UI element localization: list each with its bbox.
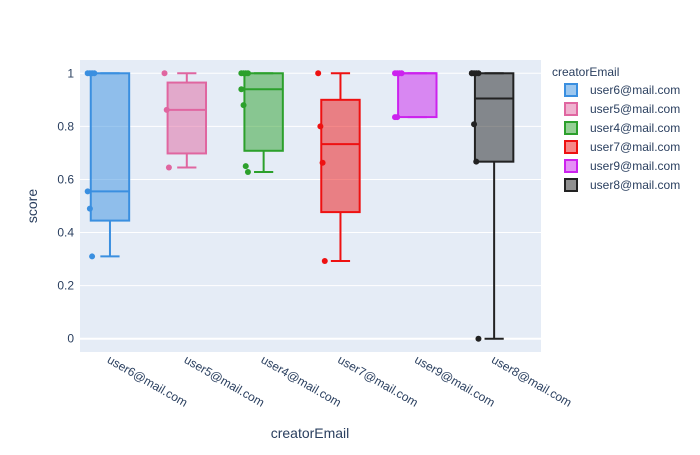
- y-tick-labels: 0 0.2 0.4 0.6 0.8 1: [57, 66, 74, 345]
- data-point: [165, 164, 172, 171]
- box: [243, 72, 284, 152]
- box: [397, 72, 438, 119]
- box: [166, 81, 208, 155]
- data-point: [84, 188, 91, 195]
- legend: user6@mail.com user5@mail.com user4@mail.c…: [564, 83, 680, 192]
- data-point: [319, 159, 326, 166]
- data-point: [475, 70, 482, 77]
- y-tick-label: 0.6: [57, 172, 74, 186]
- legend-label: user8@mail.com: [590, 178, 680, 192]
- x-tick-label: user9@mail.com: [412, 352, 497, 409]
- y-tick-label: 0.8: [57, 119, 74, 133]
- legend-label: user6@mail.com: [590, 83, 680, 97]
- data-point: [86, 205, 93, 212]
- data-point: [244, 169, 251, 176]
- y-axis-title: score: [24, 189, 40, 223]
- data-point: [89, 253, 96, 260]
- box-group: [468, 70, 515, 342]
- legend-title: creatorEmail: [552, 65, 619, 79]
- legend-swatch: [564, 178, 578, 192]
- legend-swatch: [564, 121, 578, 135]
- x-tick-label: user4@mail.com: [259, 352, 344, 409]
- legend-item: user7@mail.com: [564, 140, 680, 154]
- x-tick-label: user7@mail.com: [335, 352, 420, 409]
- data-point: [161, 70, 168, 77]
- legend-item: user5@mail.com: [564, 102, 680, 116]
- data-point: [242, 163, 249, 170]
- y-tick-label: 0.2: [57, 279, 74, 293]
- box: [320, 98, 361, 214]
- legend-swatch: [564, 83, 578, 97]
- data-point: [394, 114, 401, 121]
- data-point: [468, 70, 475, 77]
- data-point: [238, 86, 245, 93]
- data-point: [163, 106, 170, 113]
- plot-background: [80, 60, 541, 352]
- data-point: [317, 123, 324, 130]
- box-group: [315, 70, 361, 264]
- data-point: [315, 70, 322, 77]
- x-axis-title: creatorEmail: [271, 425, 350, 441]
- grid-lines: [80, 72, 541, 340]
- x-tick-labels: user6@mail.comuser5@mail.comuser4@mail.c…: [105, 352, 574, 409]
- legend-item: user4@mail.com: [564, 121, 680, 135]
- box: [89, 72, 131, 222]
- x-tick-label: user8@mail.com: [489, 352, 574, 409]
- data-point: [240, 102, 247, 109]
- legend-swatch: [564, 140, 578, 154]
- legend-swatch: [564, 102, 578, 116]
- box-group: [161, 70, 208, 171]
- data-point: [475, 335, 482, 342]
- box-group: [238, 70, 284, 176]
- legend-swatch: [564, 159, 578, 173]
- data-point: [321, 257, 328, 264]
- legend-item: user9@mail.com: [564, 159, 680, 173]
- legend-label: user7@mail.com: [590, 140, 680, 154]
- x-tick-label: user5@mail.com: [182, 352, 267, 409]
- box: [473, 72, 515, 163]
- data-point: [398, 70, 405, 77]
- box-group: [392, 70, 438, 121]
- data-point: [91, 70, 98, 77]
- legend-label: user4@mail.com: [590, 121, 680, 135]
- legend-label: user5@mail.com: [590, 102, 680, 116]
- boxes: [84, 70, 515, 342]
- box-group: [84, 70, 131, 260]
- legend-label: user9@mail.com: [590, 159, 680, 173]
- x-tick-label: user6@mail.com: [105, 352, 190, 409]
- legend-item: user6@mail.com: [564, 83, 680, 97]
- data-point: [244, 70, 251, 77]
- y-tick-label: 0: [67, 332, 74, 346]
- data-point: [473, 158, 480, 165]
- legend-item: user8@mail.com: [564, 178, 680, 192]
- data-point: [471, 121, 478, 128]
- y-tick-label: 0.4: [57, 226, 74, 240]
- y-tick-label: 1: [67, 66, 74, 80]
